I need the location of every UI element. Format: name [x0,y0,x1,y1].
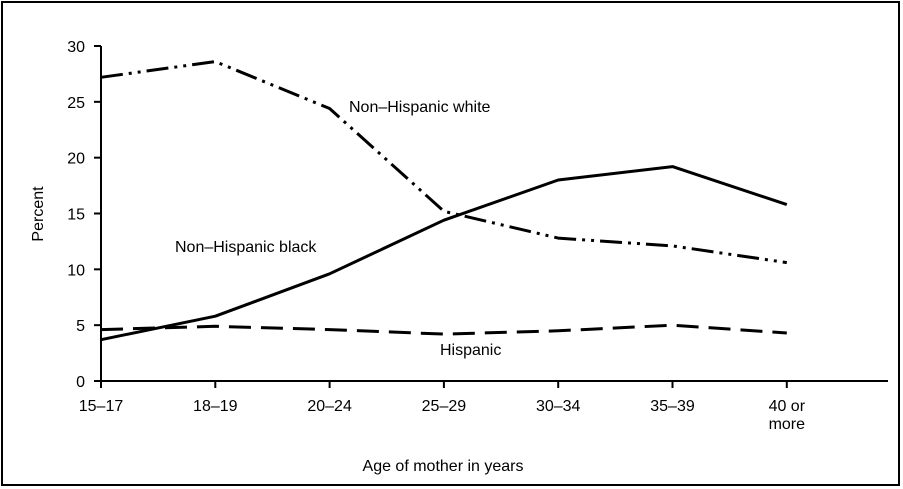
x-tick-label: 20–24 [307,398,352,415]
x-axis-title: Age of mother in years [363,458,524,475]
series-line-non-hispanic-black [100,165,788,342]
y-tick-label: 5 [76,318,85,335]
x-tick-label: 18–19 [193,398,238,415]
x-tick-label: 15–17 [79,398,124,415]
label-layer: Non–Hispanic white Non–Hispanic black Hi… [30,99,523,475]
series-label-hispanic: Hispanic [440,342,501,359]
series-label-non-hispanic-white: Non–Hispanic white [349,99,491,116]
x-tick-label: 30–34 [536,398,581,415]
y-tick-label: 30 [67,39,85,56]
x-tick-label: more [769,416,806,433]
y-tick-label: 15 [67,207,85,224]
x-tick-label: 40 or [769,398,806,415]
y-tick-label: 25 [67,95,85,112]
series-line-non-hispanic-white [100,60,788,265]
y-tick-label: 20 [67,151,85,168]
y-tick-label: 10 [67,262,85,279]
series-layer [100,60,788,342]
axes: 0 5 10 15 20 25 30 15–17 18–19 20–24 25–29 30–34 35–… [67,39,888,433]
x-tick-label: 35–39 [650,398,695,415]
y-tick-label: 0 [76,374,85,391]
x-tick-label: 25–29 [422,398,467,415]
series-label-non-hispanic-black: Non–Hispanic black [175,239,317,256]
y-axis-title: Percent [30,186,47,242]
series-line-hispanic [100,323,787,336]
